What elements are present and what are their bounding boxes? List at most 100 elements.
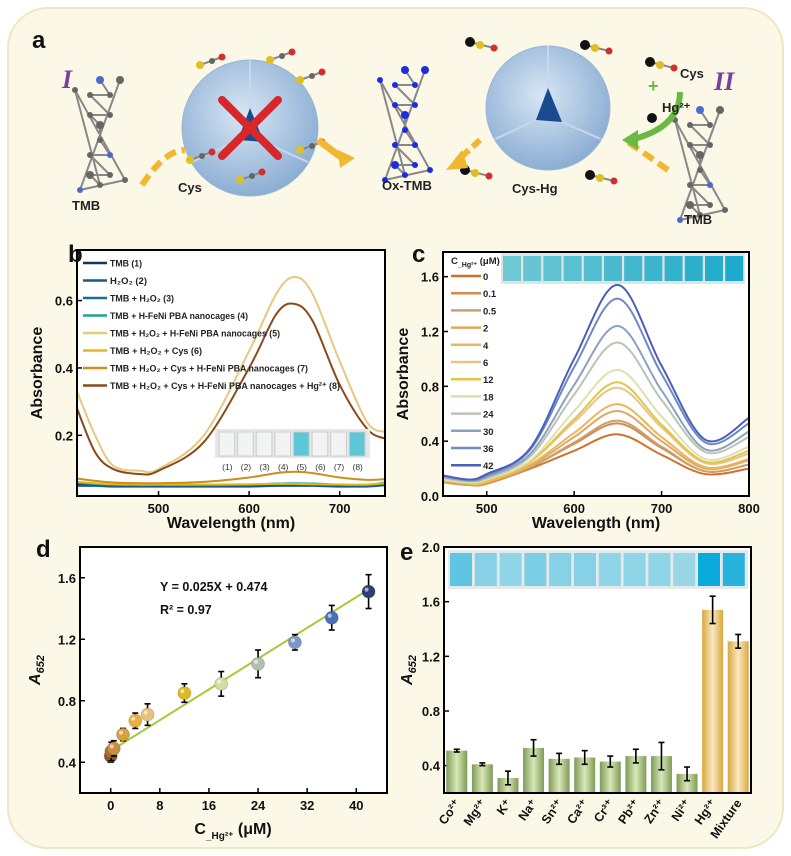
- atom: [707, 182, 713, 188]
- data-point-highlight: [327, 613, 332, 618]
- label-main: A: [27, 673, 44, 686]
- cuvette: [524, 553, 547, 586]
- cys-molecule: [236, 168, 266, 184]
- series-line: [77, 480, 385, 486]
- y-tick-label: 0.0: [421, 489, 439, 504]
- x-tick-label: 8: [156, 798, 163, 813]
- atom: [87, 92, 93, 98]
- atom: [107, 112, 113, 118]
- sulfur-atom: [656, 61, 664, 69]
- atom: [427, 167, 433, 173]
- atom: [421, 66, 429, 74]
- carbon-atom: [249, 173, 255, 179]
- legend-label: 0: [483, 272, 488, 283]
- y-tick-label: 0.8: [422, 704, 440, 719]
- y-tick-label: 0.6: [55, 294, 73, 309]
- nanocage-edge: [494, 46, 602, 140]
- panel-label-c: c: [412, 241, 425, 268]
- y-tick-label: 1.2: [422, 649, 440, 664]
- sulfur-atom: [236, 176, 244, 184]
- atom: [116, 76, 124, 84]
- data-point-highlight: [131, 716, 136, 721]
- atom: [97, 182, 103, 188]
- route-ii-label: II: [713, 67, 735, 96]
- x-tick-label: 600: [563, 501, 585, 516]
- data-point: [251, 656, 266, 671]
- atom: [697, 212, 703, 218]
- plot-area: [80, 547, 387, 793]
- plus-icon: +: [648, 76, 659, 96]
- y-tick-label: 2.0: [422, 540, 440, 555]
- oxygen-atom: [610, 177, 618, 185]
- atom: [412, 142, 418, 148]
- plot-frame: [79, 546, 388, 794]
- cuvette-label: (4): [278, 462, 289, 472]
- sulfur-atom: [296, 146, 304, 154]
- x-tick-label: 800: [738, 501, 760, 516]
- cuvette: [705, 256, 723, 281]
- atom: [107, 92, 113, 98]
- cys-molecule: [296, 68, 326, 84]
- oxygen-atom: [258, 168, 266, 176]
- cuvette-label: (6): [315, 462, 326, 472]
- legend-label: 6: [483, 358, 488, 369]
- cys-hg-molecule: [585, 170, 618, 185]
- ox-tmb-molecule: [377, 66, 433, 183]
- atom: [677, 217, 683, 223]
- label-sub: 652: [407, 655, 419, 673]
- bar: [446, 750, 468, 793]
- legend-label: 18: [483, 392, 494, 403]
- atom: [86, 171, 94, 179]
- atom: [707, 142, 713, 148]
- atom: [122, 177, 128, 183]
- cuvette: [644, 256, 663, 281]
- atom: [87, 152, 93, 158]
- cys-hg-molecule: [645, 57, 678, 72]
- atom: [696, 106, 704, 114]
- data-point: [361, 584, 376, 599]
- atom: [412, 82, 418, 88]
- y-tick-label: 0.8: [421, 379, 439, 394]
- y-tick-label: 1.2: [421, 325, 439, 340]
- panel-label-d: d: [36, 536, 51, 563]
- bar: [574, 757, 596, 793]
- carbon-atom: [279, 53, 285, 59]
- cuvette: [648, 553, 671, 586]
- cys-label-right: Cys: [680, 66, 704, 81]
- bar: [727, 641, 749, 793]
- cuvette: [563, 256, 582, 281]
- bond: [699, 169, 711, 186]
- cuvette: [274, 431, 291, 457]
- cys-molecule: [266, 48, 296, 64]
- legend-label: TMB + H₂O₂ (3): [110, 294, 174, 305]
- label-sub: 652: [35, 655, 47, 673]
- atom: [377, 77, 383, 83]
- data-point-highlight: [364, 587, 369, 592]
- cuvette: [664, 256, 683, 281]
- cuvette: [293, 431, 310, 457]
- cys-label-left: Cys: [178, 180, 202, 195]
- data-point-highlight: [118, 730, 123, 735]
- bond: [99, 139, 111, 156]
- bond: [689, 124, 711, 146]
- y-tick-label: 1.6: [421, 270, 439, 285]
- cuvette: [722, 553, 745, 586]
- data-point: [214, 676, 229, 691]
- panel-label-a: a: [32, 27, 46, 54]
- legend-label: 2: [483, 324, 488, 335]
- legend-label: H₂O₂ (2): [110, 276, 147, 287]
- bar: [676, 773, 698, 793]
- cuvette: [499, 553, 522, 586]
- series-line: [77, 470, 385, 485]
- cuvette-inset: [501, 253, 745, 284]
- x-axis-label: C_Hg²⁺ (μM): [194, 821, 271, 842]
- series-line: [443, 283, 749, 481]
- atom: [707, 202, 713, 208]
- plot-frame: [76, 249, 386, 497]
- cuvette-label: (5): [297, 462, 308, 472]
- cuvette: [348, 431, 366, 457]
- series-line: [443, 325, 749, 482]
- bar: [471, 764, 493, 793]
- hg-ion-label: Hg²⁺: [662, 100, 691, 115]
- oxygen-atom: [218, 53, 226, 61]
